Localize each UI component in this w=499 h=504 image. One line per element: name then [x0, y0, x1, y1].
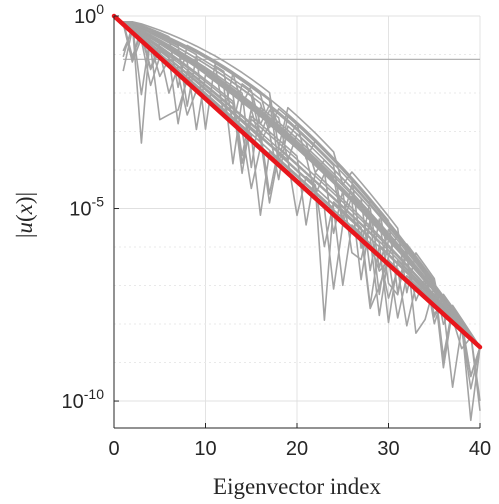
x-tick-label-3: 30	[377, 438, 399, 460]
gray-series-line-28	[122, 21, 481, 348]
y-axis-title-part-2: u	[12, 222, 37, 234]
gray-series-line-29	[122, 21, 481, 411]
y-tick-label-2: 10-10	[62, 386, 105, 413]
y-tick-label-1: 10-5	[69, 194, 104, 221]
x-tick-label-4: 40	[469, 438, 491, 460]
x-tick-label-2: 20	[286, 438, 308, 460]
gray-series-line-25	[123, 20, 481, 348]
gray-series-line-20	[123, 21, 481, 358]
x-tick-label-1: 10	[194, 438, 216, 460]
x-tick-label-0: 0	[108, 438, 119, 460]
red-trend-line	[111, 13, 483, 350]
gray-series-line-24	[122, 21, 481, 348]
y-tick-base-1: 10	[69, 199, 91, 221]
gray-series-line-22	[122, 21, 481, 348]
gray-series-line-23	[123, 21, 481, 348]
x-axis-title: Eigenvector index	[213, 474, 381, 499]
y-tick-label-0: 100	[74, 1, 104, 28]
red-trend-layer	[111, 13, 483, 350]
y-axis-title: |u(x)|	[12, 192, 37, 238]
x-tick-labels: 0 10 20 30 40	[108, 423, 491, 460]
y-axis-title-part-3: (	[12, 214, 37, 222]
y-tick-exponent-1: -5	[92, 194, 105, 210]
y-tick-exponent-0: 0	[96, 1, 104, 17]
gray-series-line-27	[122, 21, 481, 369]
y-axis-title-part-4: x	[12, 203, 37, 215]
y-axis-title-part-5: )|	[12, 192, 37, 204]
y-tick-exponent-2: -10	[84, 386, 104, 402]
y-tick-base-2: 10	[62, 391, 84, 413]
y-tick-base-0: 10	[74, 6, 96, 28]
y-axis-title-part-1: |	[12, 234, 37, 239]
